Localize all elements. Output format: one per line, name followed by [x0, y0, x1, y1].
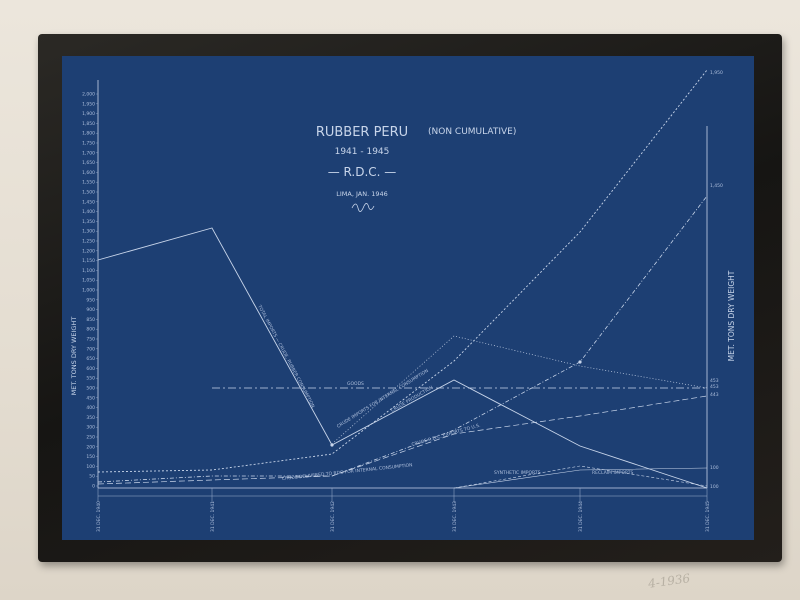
left-tick-label: 100 [86, 464, 95, 470]
left-tick-label: 800 [86, 327, 95, 333]
series-crude-imports [331, 335, 708, 445]
left-tick-label: 50 [89, 474, 95, 480]
left-tick-label: 300 [86, 425, 95, 431]
left-tick-label: 450 [86, 395, 95, 401]
right-value-5: 453 [710, 378, 719, 384]
left-tick-label: 1,900 [82, 111, 95, 117]
x-axis-label: 31 DEC. 1944 [578, 501, 584, 532]
left-tick-label: 1,700 [82, 150, 95, 156]
x-axis-label: 31 DEC. 1940 [96, 501, 102, 532]
right-value-7: 100 [710, 484, 719, 490]
label-reclaim-imports: RECLAIM IMPORTS [592, 470, 633, 476]
series-reclaim-imports [453, 465, 708, 489]
label-goods: GOODS [347, 381, 364, 387]
title-text: RUBBER PERU [316, 125, 408, 140]
left-tick-label: 1,650 [82, 160, 95, 166]
left-tick-label: 1,400 [82, 209, 95, 215]
left-tick-label: 350 [86, 415, 95, 421]
left-tick-label: 1,150 [82, 258, 95, 264]
left-tick-label: 1,450 [82, 199, 95, 205]
left-tick-label: 1,000 [82, 288, 95, 294]
place-date-text: LIMA, JAN. 1946 [336, 190, 388, 198]
x-axis-labels: 31 DEC. 1940 31 DEC. 1941 31 DEC. 1942 31 D… [96, 501, 711, 532]
left-tick-label: 0 [92, 484, 95, 490]
right-value-2: 1,450 [710, 183, 723, 189]
left-tick-label: 1,850 [82, 121, 95, 127]
marker-1942-total [330, 443, 334, 447]
left-tick-label: 1,800 [82, 131, 95, 137]
left-tick-label: 650 [86, 356, 95, 362]
left-tick-label: 2,000 [82, 92, 95, 98]
left-tick-label: 1,750 [82, 141, 95, 147]
date-ticks [97, 488, 708, 502]
left-axis-title: MET. TONS DRY WEIGHT [70, 317, 78, 396]
x-axis-label: 31 DEC. 1941 [210, 501, 216, 532]
signature-mark [351, 203, 375, 212]
marker-1944-exports [578, 360, 582, 364]
blueprint-chart: 2,000 1,950 1,900 1,850 1,800 1,750 1,700 1,650… [62, 56, 754, 540]
blueprint-drawing: 2,000 1,950 1,900 1,850 1,800 1,750 1,700 1,650… [70, 69, 736, 532]
right-value-3: 453 [710, 384, 719, 390]
org-text: — R.D.C. — [328, 165, 397, 179]
label-synthetic-imports: SYNTHETIC IMPORTS [494, 470, 541, 476]
left-tick-label: 1,550 [82, 180, 95, 186]
title-paren-text: (NON CUMULATIVE) [428, 127, 516, 137]
series-crude-delivered [97, 395, 708, 485]
x-axis-label: 31 DEC. 1943 [452, 501, 458, 532]
left-tick-label: 1,350 [82, 219, 95, 225]
x-axis-label: 31 DEC. 1942 [330, 501, 336, 532]
left-tick-label: 550 [86, 376, 95, 382]
left-tick-label: 400 [86, 405, 95, 411]
label-total-imports: TOTAL IMPORTS — CRUDE, RUBBER CONSUMPTIO… [256, 303, 316, 409]
left-tick-label: 1,250 [82, 239, 95, 245]
left-tick-label: 500 [86, 386, 95, 392]
x-axis-label: 31 DEC. 1945 [705, 501, 711, 532]
series-total-imports [97, 227, 708, 489]
series-synthetic-imports [453, 467, 708, 489]
left-tick-label: 150 [86, 454, 95, 460]
left-tick-label: 250 [86, 435, 95, 441]
left-tick-label: 1,300 [82, 229, 95, 235]
left-tick-label: 1,500 [82, 190, 95, 196]
left-tick-label: 200 [86, 444, 95, 450]
years-text: 1941 - 1945 [335, 147, 390, 157]
right-value-4: 443 [710, 392, 719, 398]
series-crude-exports [97, 195, 708, 483]
right-axis-title: MET. TONS DRY WEIGHT [727, 270, 736, 361]
left-tick-label: 1,100 [82, 268, 95, 274]
left-tick-label: 700 [86, 346, 95, 352]
right-value-top: 1,950 [710, 70, 723, 76]
left-tick-label: 1,600 [82, 170, 95, 176]
label-crude-delivered: CRUDE DELIVERED TO RDC FOR INTERNAL CONS… [282, 462, 413, 482]
left-tick-label: 850 [86, 317, 95, 323]
left-tick-label: 1,200 [82, 248, 95, 254]
left-tick-label: 750 [86, 337, 95, 343]
right-value-6: 100 [710, 465, 719, 471]
left-tick-label: 1,050 [82, 278, 95, 284]
left-tick-label: 600 [86, 366, 95, 372]
left-tick-label: 950 [86, 297, 95, 303]
left-tick-label: 900 [86, 307, 95, 313]
left-tick-labels: 2,000 1,950 1,900 1,850 1,800 1,750 1,700 1,650… [82, 92, 98, 490]
label-crude-exports: CRUDE R.D.C. EXPORTS TO U.S. [411, 422, 481, 447]
left-tick-label: 1,950 [82, 101, 95, 107]
